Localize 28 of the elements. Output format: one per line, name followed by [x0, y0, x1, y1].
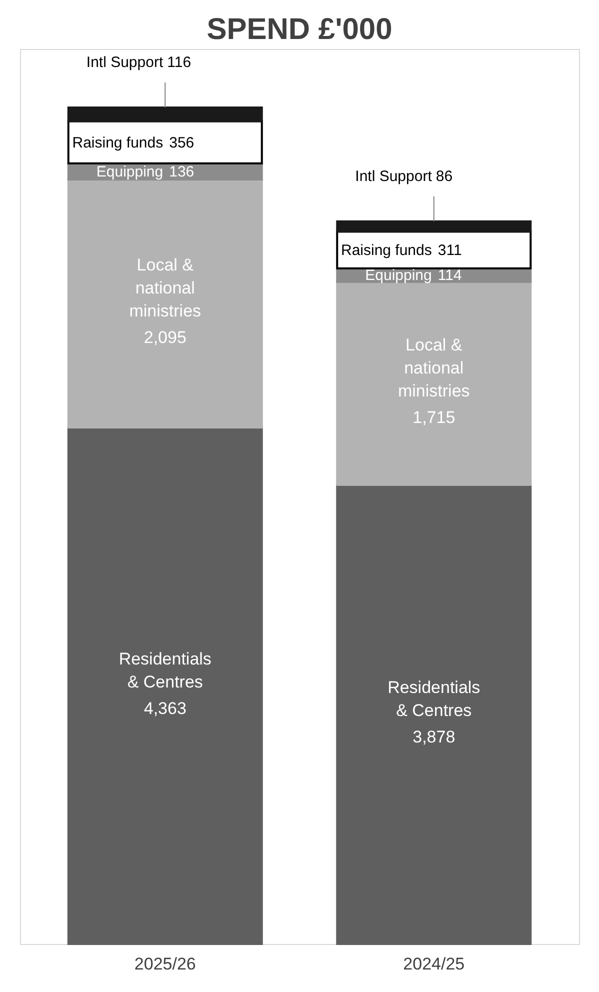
data-label: 86	[436, 168, 453, 185]
x-tick-label: 2025/26	[134, 954, 196, 974]
data-label: 3,878	[412, 727, 456, 746]
data-label: 356	[169, 134, 194, 152]
data-label: 1,715	[412, 408, 456, 427]
text: Equipping	[365, 267, 432, 284]
x-tick-label: 2024/25	[403, 954, 465, 974]
text: Raising funds	[340, 242, 432, 260]
data-label: 311	[438, 242, 462, 260]
bar	[67, 426, 263, 945]
chart-title: SPEND £'000	[206, 13, 392, 46]
bar	[67, 106, 263, 122]
bar	[336, 484, 532, 945]
text: Intl Support	[86, 54, 164, 71]
series-label: Raising funds	[72, 134, 164, 152]
text: Intl Support	[355, 168, 432, 185]
data-label: 2,095	[144, 328, 186, 348]
data-label: 116	[167, 54, 192, 71]
text: Local & national ministries	[129, 256, 202, 321]
series-label: Local & national ministries	[398, 335, 470, 400]
data-label: 114	[438, 267, 462, 284]
bar	[336, 220, 532, 233]
series-label: Residentials & Centres	[118, 649, 212, 692]
data-label: 4,363	[144, 698, 186, 718]
data-label: 136	[169, 163, 194, 180]
bar	[67, 178, 263, 429]
text: Residentials & Centres	[388, 678, 480, 720]
series-label: Equipping	[96, 163, 164, 180]
